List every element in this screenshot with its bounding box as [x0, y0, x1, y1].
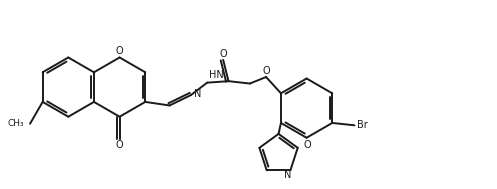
Text: O: O [116, 46, 123, 56]
Text: Br: Br [357, 120, 368, 130]
Text: N: N [194, 89, 201, 99]
Text: O: O [219, 49, 227, 59]
Text: CH₃: CH₃ [7, 119, 24, 128]
Text: N: N [284, 170, 292, 180]
Text: O: O [304, 140, 311, 150]
Text: O: O [263, 66, 270, 76]
Text: HN: HN [209, 70, 224, 80]
Text: O: O [116, 140, 123, 150]
